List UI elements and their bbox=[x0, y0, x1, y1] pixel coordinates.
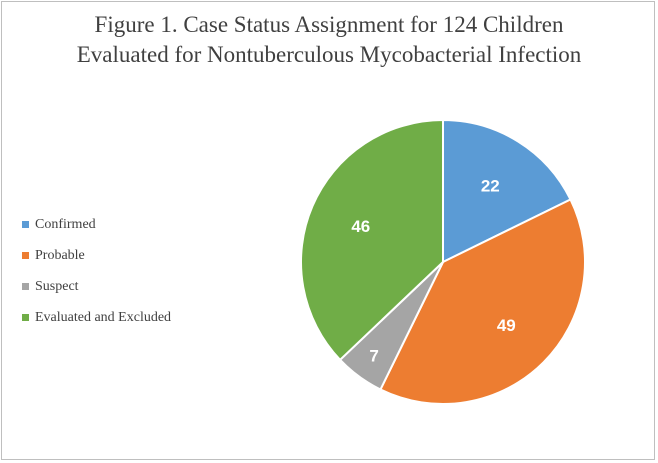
legend-swatch-probable bbox=[22, 252, 29, 259]
legend-label-confirmed: Confirmed bbox=[35, 216, 96, 232]
legend-label-evaluated-and-excluded: Evaluated and Excluded bbox=[35, 309, 172, 325]
pie-slice-confirmed bbox=[442, 118, 572, 264]
legend-item-evaluated-and-excluded: Evaluated and Excluded bbox=[22, 302, 272, 333]
data-label-evaluated-and-excluded: 46 bbox=[351, 217, 370, 236]
data-label-suspect: 7 bbox=[369, 346, 378, 365]
legend-label-probable: Probable bbox=[35, 247, 85, 263]
chart-title-line-1: Figure 1. Case Status Assignment for 124… bbox=[94, 12, 564, 37]
legend-swatch-confirmed bbox=[22, 221, 29, 228]
legend-item-probable: Probable bbox=[22, 240, 272, 271]
chart-title-line-2: Evaluated for Nontuberculous Mycobacteri… bbox=[76, 42, 582, 67]
legend-swatch-suspect bbox=[22, 283, 29, 290]
legend-swatch-evaluated-and-excluded bbox=[22, 314, 29, 321]
legend-item-suspect: Suspect bbox=[22, 271, 272, 302]
chart-title: Figure 1. Case Status Assignment for 124… bbox=[0, 10, 658, 70]
legend-item-confirmed: Confirmed bbox=[22, 209, 272, 240]
legend-label-suspect: Suspect bbox=[35, 278, 79, 294]
pie-slice-probable bbox=[379, 198, 586, 405]
data-label-probable: 49 bbox=[497, 316, 516, 335]
chart-legend: Confirmed Probable Suspect Evaluated and… bbox=[22, 209, 272, 333]
data-label-confirmed: 22 bbox=[481, 177, 500, 196]
pie-slice-evaluated-and-excluded bbox=[300, 118, 444, 362]
